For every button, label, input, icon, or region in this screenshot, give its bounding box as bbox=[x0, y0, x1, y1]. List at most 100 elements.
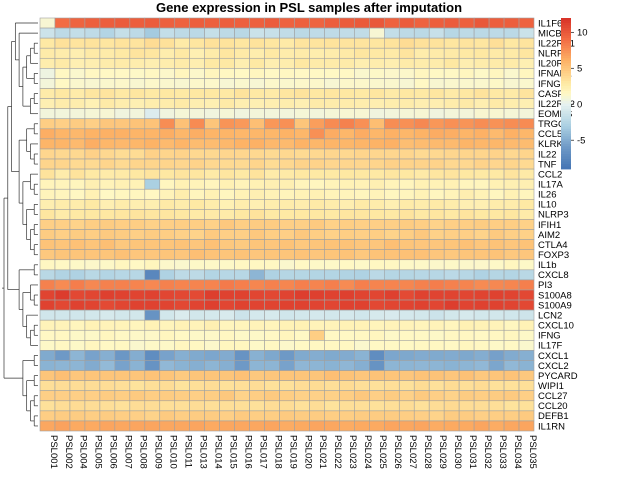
heatmap-cell bbox=[84, 329, 101, 341]
heatmap-cell bbox=[324, 128, 340, 140]
heatmap-cell bbox=[458, 269, 475, 281]
heatmap-cell bbox=[369, 279, 385, 291]
heatmap-cell bbox=[398, 199, 415, 210]
heatmap-cell bbox=[354, 340, 370, 351]
heatmap-cell bbox=[249, 37, 265, 49]
heatmap-cell bbox=[189, 360, 205, 371]
heatmap-cell bbox=[413, 148, 430, 160]
heatmap-cell bbox=[369, 219, 385, 230]
heatmap-cell bbox=[204, 37, 220, 49]
heatmap-cell bbox=[354, 138, 370, 150]
heatmap-cell bbox=[54, 370, 71, 381]
heatmap-cell bbox=[159, 239, 176, 250]
heatmap-cell bbox=[204, 158, 220, 170]
heatmap-cell bbox=[204, 309, 220, 321]
heatmap-cell bbox=[249, 138, 265, 150]
heatmap-cell bbox=[354, 239, 370, 250]
heatmap-cell bbox=[369, 289, 385, 301]
heatmap-cell bbox=[114, 329, 131, 341]
heatmap-cell bbox=[204, 319, 220, 331]
heatmap-cell bbox=[518, 289, 535, 301]
heatmap-cell bbox=[339, 350, 355, 361]
column-label: PSL021 bbox=[317, 435, 328, 469]
heatmap-cell bbox=[324, 138, 340, 150]
heatmap-cell bbox=[279, 289, 295, 301]
heatmap-cell bbox=[413, 138, 430, 150]
heatmap-cell bbox=[324, 17, 340, 29]
heatmap-cell bbox=[234, 209, 250, 220]
heatmap-cell bbox=[488, 158, 505, 170]
heatmap-cell bbox=[84, 279, 101, 291]
heatmap-cell bbox=[279, 239, 295, 250]
heatmap-cell bbox=[309, 108, 325, 120]
heatmap-cell bbox=[249, 410, 265, 422]
heatmap-cell bbox=[354, 360, 370, 371]
heatmap-cell bbox=[159, 410, 176, 422]
heatmap-cell bbox=[129, 138, 146, 150]
heatmap-cell bbox=[39, 138, 56, 150]
heatmap-cell bbox=[69, 410, 86, 422]
heatmap-cell bbox=[443, 249, 460, 261]
heatmap-cell bbox=[249, 209, 265, 220]
heatmap-cell bbox=[174, 239, 190, 250]
heatmap-cell bbox=[144, 279, 161, 291]
heatmap-cell bbox=[159, 259, 176, 271]
heatmap-cell bbox=[174, 118, 190, 130]
row-label: S100A8 bbox=[538, 290, 572, 301]
heatmap-cell bbox=[279, 158, 295, 170]
heatmap-cell bbox=[473, 148, 490, 160]
heatmap-cell bbox=[309, 98, 325, 109]
heatmap-cell bbox=[189, 118, 205, 130]
heatmap-cell bbox=[234, 108, 250, 120]
heatmap-cell bbox=[249, 390, 265, 402]
heatmap-cell bbox=[144, 400, 161, 412]
heatmap-cell bbox=[84, 289, 101, 301]
heatmap-cell bbox=[204, 128, 220, 140]
row-dendrogram bbox=[2, 22, 38, 427]
heatmap-cell bbox=[473, 219, 490, 230]
heatmap-cell bbox=[264, 400, 280, 412]
heatmap-cell bbox=[503, 209, 520, 220]
heatmap-cell bbox=[54, 57, 71, 69]
legend-swatch bbox=[561, 103, 571, 107]
heatmap-cell bbox=[488, 249, 505, 261]
heatmap-cell bbox=[144, 229, 161, 240]
heatmap-cell bbox=[488, 329, 505, 341]
heatmap-cell bbox=[174, 27, 190, 39]
heatmap-cell bbox=[488, 309, 505, 321]
heatmap-cell bbox=[309, 88, 325, 99]
heatmap-cell bbox=[518, 249, 535, 261]
heatmap-cell bbox=[354, 78, 370, 89]
heatmap-cell bbox=[443, 289, 460, 301]
heatmap-cell bbox=[144, 188, 161, 200]
heatmap-cell bbox=[159, 360, 176, 371]
heatmap-cell bbox=[204, 118, 220, 130]
heatmap-cell bbox=[54, 37, 71, 49]
heatmap-cell bbox=[114, 178, 131, 190]
heatmap-cell bbox=[443, 239, 460, 250]
legend-swatch bbox=[561, 20, 571, 24]
heatmap-cell bbox=[204, 380, 220, 392]
legend-swatch bbox=[561, 25, 571, 29]
heatmap-cell bbox=[383, 199, 400, 210]
heatmap-cell bbox=[309, 199, 325, 210]
legend-swatch bbox=[561, 131, 571, 135]
heatmap-cell bbox=[99, 128, 116, 140]
heatmap-cell bbox=[114, 309, 131, 321]
heatmap-cell bbox=[189, 239, 205, 250]
heatmap-cell bbox=[369, 390, 385, 402]
heatmap-cell bbox=[369, 188, 385, 200]
heatmap-cell bbox=[39, 360, 56, 371]
heatmap-cell bbox=[69, 289, 86, 301]
heatmap-cell bbox=[129, 68, 146, 79]
heatmap-cell bbox=[279, 400, 295, 412]
heatmap-cell bbox=[503, 289, 520, 301]
heatmap-cell bbox=[398, 309, 415, 321]
heatmap-cell bbox=[99, 279, 116, 291]
legend-tick-label: 5 bbox=[577, 64, 582, 75]
heatmap-cell bbox=[84, 420, 101, 432]
heatmap-cell bbox=[458, 319, 475, 331]
heatmap-cell bbox=[129, 178, 146, 190]
heatmap-cell bbox=[398, 259, 415, 271]
heatmap-cell bbox=[219, 178, 235, 190]
